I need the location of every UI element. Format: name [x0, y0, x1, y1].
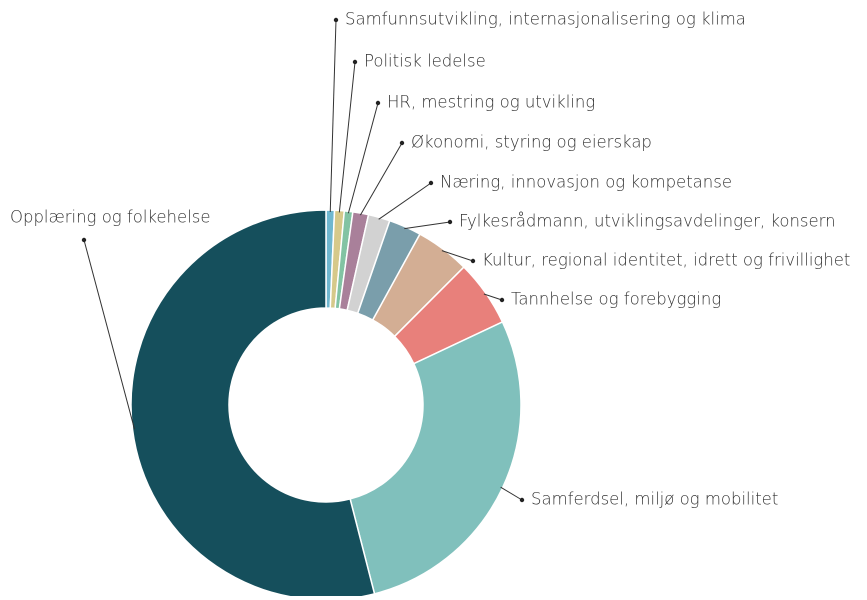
leader-line: [441, 250, 474, 262]
leader-dot: [399, 140, 405, 146]
slice-label: Politisk ledelse: [364, 52, 486, 71]
leader-dot: [447, 219, 453, 225]
leader-line: [347, 102, 379, 214]
leader-dot: [499, 297, 505, 303]
leader-line: [359, 142, 403, 216]
slice-label: Samferdsel, miljø og mobilitet: [531, 490, 778, 509]
leader-dot: [428, 180, 434, 186]
leader-dot: [470, 258, 476, 264]
leader-dot: [519, 497, 525, 503]
leader-line: [404, 221, 451, 230]
donut-segment: [349, 320, 522, 595]
slice-label: Fylkesrådmann, utviklingsavdelinger, kon…: [459, 212, 836, 231]
leader-line: [83, 239, 136, 430]
leader-dot: [81, 237, 87, 243]
slice-label: Samfunnsutvikling, internasjonalisering …: [345, 10, 746, 29]
leader-line: [483, 293, 503, 301]
slice-label: Næring, innovasjon og kompetanse: [440, 173, 732, 192]
leader-dot: [375, 100, 381, 106]
leader-dot: [352, 59, 358, 65]
leader-line: [500, 486, 523, 501]
slice-label: Kultur, regional identitet, idrett og fr…: [482, 251, 850, 270]
leader-line: [378, 182, 432, 220]
slice-label: Økonomi, styring og eierskap: [411, 133, 652, 152]
leader-line: [338, 61, 356, 213]
leader-line: [329, 19, 337, 213]
slice-label: HR, mestring og utvikling: [387, 93, 595, 112]
slice-label: Tannhelse og forebygging: [511, 290, 721, 309]
donut-segment: [130, 209, 376, 600]
leader-dot: [333, 17, 339, 23]
slice-label: Opplæring og folkehelse: [10, 208, 210, 227]
